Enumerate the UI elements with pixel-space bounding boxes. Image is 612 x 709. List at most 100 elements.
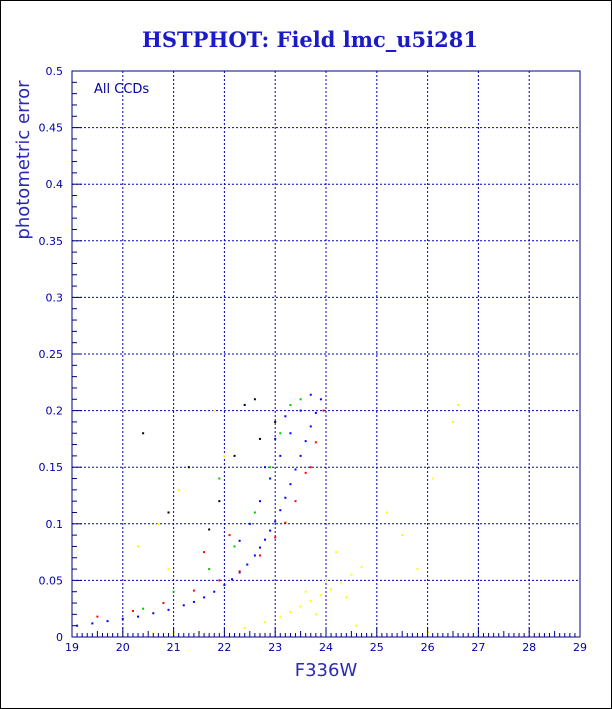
- data-point: [228, 534, 231, 537]
- data-point: [258, 500, 261, 503]
- x-tick-label: 22: [217, 641, 231, 654]
- data-point: [284, 415, 287, 418]
- data-point: [284, 521, 287, 524]
- data-point: [152, 612, 155, 615]
- x-tick-label: 21: [167, 641, 181, 654]
- data-point: [279, 509, 282, 512]
- data-point: [208, 528, 211, 531]
- x-tick-label: 19: [65, 641, 79, 654]
- data-point: [246, 563, 249, 566]
- data-point: [208, 568, 211, 571]
- data-point: [258, 437, 261, 440]
- data-point: [274, 437, 277, 440]
- data-point: [223, 583, 226, 586]
- data-point: [187, 466, 190, 469]
- y-tick-label: 0.05: [39, 574, 64, 587]
- data-point: [299, 409, 302, 412]
- data-point: [274, 420, 277, 423]
- data-point: [319, 594, 322, 597]
- data-point: [299, 605, 302, 608]
- data-point: [238, 539, 241, 542]
- data-point: [279, 615, 282, 618]
- data-point: [167, 568, 170, 571]
- data-point: [243, 626, 246, 629]
- data-point: [431, 477, 434, 480]
- data-point: [325, 579, 327, 582]
- data-point: [452, 420, 454, 423]
- data-point: [309, 466, 312, 469]
- data-point: [322, 409, 325, 412]
- x-axis-label: F336W: [295, 660, 358, 681]
- data-point: [345, 596, 348, 599]
- data-point: [289, 611, 292, 614]
- data-point: [304, 590, 307, 593]
- grid: [72, 71, 580, 637]
- data-point: [304, 471, 307, 474]
- data-point: [385, 511, 388, 514]
- data-point: [233, 545, 236, 548]
- data-point: [289, 403, 292, 406]
- data-point: [309, 599, 312, 602]
- x-tick-label: 26: [421, 641, 435, 654]
- x-tick-label: 29: [573, 641, 587, 654]
- data-point: [258, 546, 261, 549]
- y-tick-label: 0.15: [39, 461, 64, 474]
- data-point: [253, 554, 256, 557]
- x-tick-label: 20: [116, 641, 130, 654]
- data-point: [238, 571, 241, 574]
- data-point: [218, 579, 221, 582]
- data-point: [319, 398, 322, 401]
- data-point: [294, 500, 297, 503]
- data-point: [314, 613, 317, 616]
- data-point: [76, 624, 79, 627]
- data-point: [330, 588, 333, 591]
- data-point: [258, 554, 261, 557]
- data-point: [131, 609, 134, 612]
- data-points: [76, 393, 460, 636]
- data-point: [157, 522, 160, 525]
- x-tick-label: 28: [522, 641, 536, 654]
- y-axis-label: photometric error: [13, 80, 34, 240]
- data-point: [360, 565, 363, 568]
- data-point: [264, 538, 267, 541]
- data-point: [289, 432, 292, 435]
- data-point: [203, 596, 206, 599]
- data-point: [223, 454, 226, 457]
- data-point: [137, 545, 140, 548]
- data-point: [233, 454, 236, 457]
- data-point: [142, 607, 145, 610]
- x-tick-label: 27: [471, 641, 485, 654]
- y-tick-label: 0.25: [39, 348, 64, 361]
- data-point: [121, 617, 124, 620]
- data-point: [162, 602, 165, 605]
- data-point: [213, 590, 216, 593]
- data-point: [106, 620, 109, 623]
- data-point: [91, 622, 94, 625]
- data-point: [231, 578, 234, 581]
- data-point: [269, 477, 272, 480]
- data-point: [279, 432, 282, 435]
- data-point: [340, 581, 343, 584]
- y-tick-label: 0.35: [39, 235, 64, 248]
- y-tick-label: 0.3: [46, 291, 64, 304]
- y-tick-label: 0.5: [46, 65, 64, 78]
- data-point: [294, 468, 297, 471]
- chart-title: HSTPHOT: Field lmc_u5i281: [142, 27, 478, 52]
- y-tick-label: 0.1: [46, 518, 64, 531]
- axes: 19 20 21 22 23 24 25 26 27 28 29 0 0.05 0.1 0.15 0.2 0.2…: [39, 65, 588, 654]
- data-point: [218, 500, 221, 503]
- data-point: [309, 425, 312, 428]
- data-point: [335, 551, 338, 554]
- data-point: [289, 483, 292, 486]
- data-point: [350, 573, 353, 576]
- y-tick-label: 0: [56, 631, 63, 644]
- data-point: [314, 411, 317, 414]
- data-point: [401, 534, 404, 537]
- data-point: [269, 466, 272, 469]
- data-point: [279, 454, 282, 457]
- data-point: [309, 393, 312, 396]
- data-point: [314, 441, 317, 444]
- x-tick-label: 23: [268, 641, 282, 654]
- data-point: [213, 409, 216, 412]
